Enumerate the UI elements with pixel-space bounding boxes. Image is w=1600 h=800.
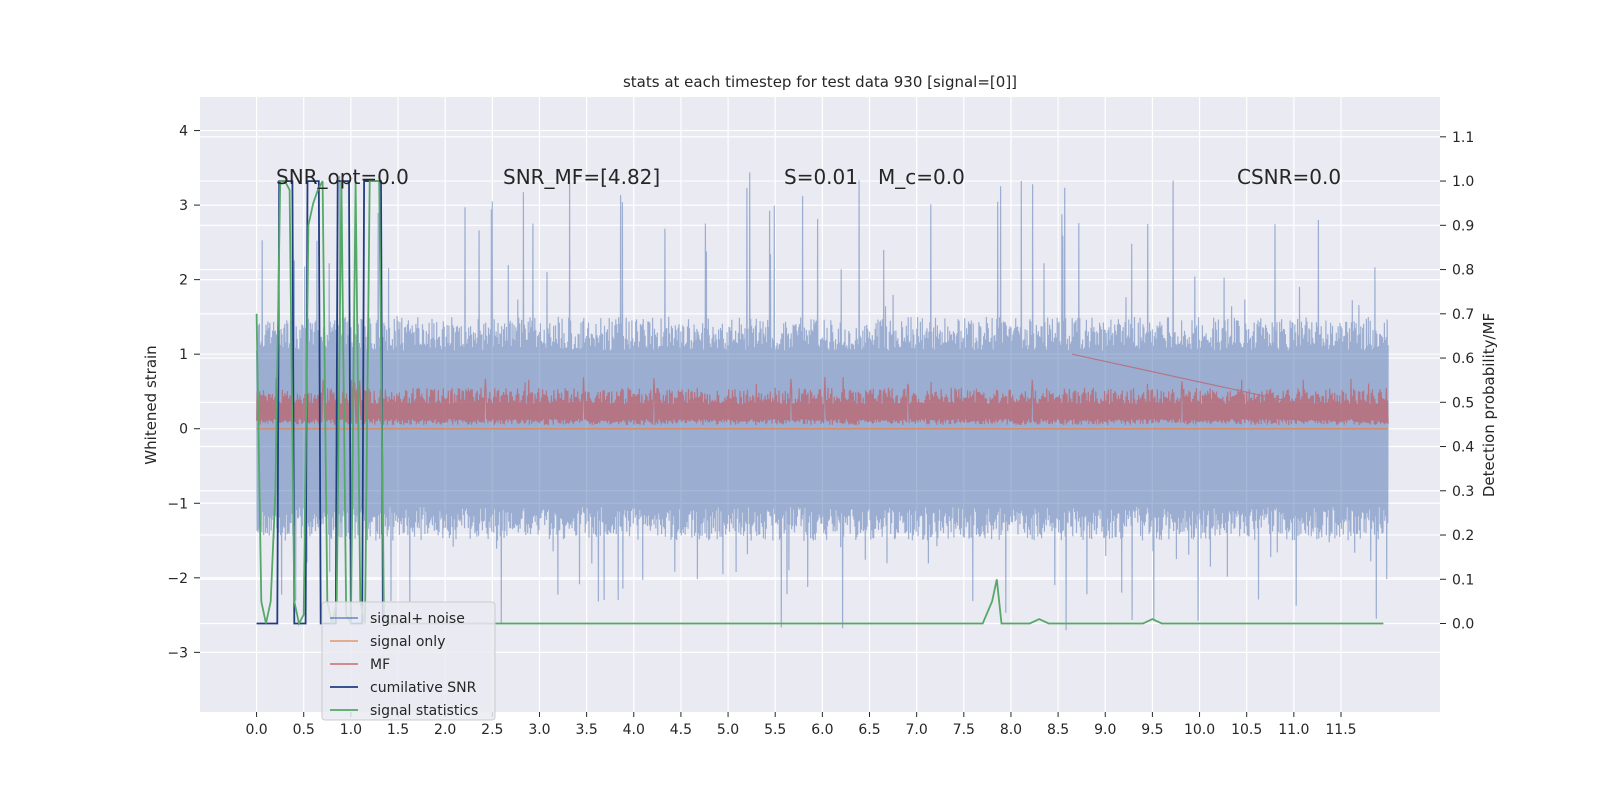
x-tick-label: 9.5 bbox=[1141, 722, 1163, 738]
y-tick-label: 1 bbox=[179, 347, 188, 363]
legend: signal+ noise signal only MF cumilative SNR… bbox=[321, 601, 496, 721]
y2-axis-label: Detection probability/MF bbox=[1480, 313, 1498, 497]
y-tick-label: −3 bbox=[167, 645, 188, 661]
y2-tick-label: 0.7 bbox=[1452, 307, 1474, 323]
y2-tick-label: 1.1 bbox=[1452, 130, 1474, 146]
annotation-s-value: S=0.01 bbox=[784, 165, 858, 189]
y-axis-label: Whitened strain bbox=[142, 345, 160, 464]
y-tick-label: 4 bbox=[179, 124, 188, 140]
legend-label: signal statistics bbox=[370, 703, 478, 719]
legend-box bbox=[321, 601, 496, 721]
legend-label: signal+ noise bbox=[370, 611, 465, 627]
annotation-snr-mf: SNR_MF=[4.82] bbox=[503, 165, 660, 189]
x-tick-label: 7.5 bbox=[953, 722, 975, 738]
y-tick-label: −1 bbox=[167, 496, 188, 512]
x-tick-label: 1.0 bbox=[340, 722, 362, 738]
y2-tick-label: 0.3 bbox=[1452, 484, 1474, 500]
legend-label: signal only bbox=[370, 634, 445, 650]
x-tick-label: 0.5 bbox=[293, 722, 315, 738]
series-mf bbox=[256, 353, 1389, 426]
x-tick-label: 3.0 bbox=[528, 722, 550, 738]
x-tick-label: 4.0 bbox=[623, 722, 645, 738]
legend-label: MF bbox=[370, 657, 390, 673]
y2-tick-label: 0.4 bbox=[1452, 440, 1474, 456]
x-tick-label: 11.5 bbox=[1325, 722, 1356, 738]
axes-layer: 0.0 0.5 1.0 1.5 2.0 2.5 3.0 3.5 4.0 4.5 5.0 5.5 6.0 6… bbox=[167, 124, 1474, 738]
y2-tick-label: 0.9 bbox=[1452, 218, 1474, 234]
chart-title: stats at each timestep for test data 930… bbox=[623, 73, 1017, 91]
annotation-snr-opt: SNR_opt=0.0 bbox=[276, 165, 409, 189]
x-tick-label: 5.5 bbox=[764, 722, 786, 738]
y-tick-label: 3 bbox=[179, 198, 188, 214]
x-tick-label: 2.5 bbox=[481, 722, 503, 738]
x-tick-label: 5.0 bbox=[717, 722, 739, 738]
y2-tick-label: 0.2 bbox=[1452, 528, 1474, 544]
annotation-csnr: CSNR=0.0 bbox=[1237, 165, 1341, 189]
x-tick-label: 1.5 bbox=[387, 722, 409, 738]
y2-tick-label: 0.8 bbox=[1452, 263, 1474, 279]
x-tick-label: 3.5 bbox=[575, 722, 597, 738]
y-tick-label: −2 bbox=[167, 571, 188, 587]
x-tick-label: 11.0 bbox=[1278, 722, 1309, 738]
x-tick-label: 4.5 bbox=[670, 722, 692, 738]
annotations: SNR_opt=0.0 SNR_MF=[4.82] S=0.01 M_c=0.0… bbox=[276, 165, 1341, 189]
x-tick-label: 8.0 bbox=[1000, 722, 1022, 738]
series-cumulative-snr bbox=[256, 180, 384, 625]
legend-label: cumilative SNR bbox=[370, 680, 477, 696]
x-tick-label: 6.5 bbox=[858, 722, 880, 738]
y2-tick-label: 1.0 bbox=[1452, 174, 1474, 190]
x-tick-label: 10.5 bbox=[1231, 722, 1262, 738]
x-tick-label: 10.0 bbox=[1184, 722, 1215, 738]
x-tick-label: 9.0 bbox=[1094, 722, 1116, 738]
x-tick-label: 7.0 bbox=[906, 722, 928, 738]
x-tick-label: 0.0 bbox=[245, 722, 267, 738]
y2-tick-label: 0.5 bbox=[1452, 395, 1474, 411]
series-signal-noise bbox=[256, 172, 1389, 631]
y-tick-label: 0 bbox=[179, 422, 188, 438]
x-tick-label: 8.5 bbox=[1047, 722, 1069, 738]
y2-tick-label: 0.6 bbox=[1452, 351, 1474, 367]
y2-tick-label: 0.1 bbox=[1452, 572, 1474, 588]
y2-tick-label: 0.0 bbox=[1452, 617, 1474, 633]
annotation-mc-value: M_c=0.0 bbox=[878, 165, 965, 189]
x-tick-label: 2.0 bbox=[434, 722, 456, 738]
y-tick-label: 2 bbox=[179, 273, 188, 289]
x-tick-label: 6.0 bbox=[811, 722, 833, 738]
